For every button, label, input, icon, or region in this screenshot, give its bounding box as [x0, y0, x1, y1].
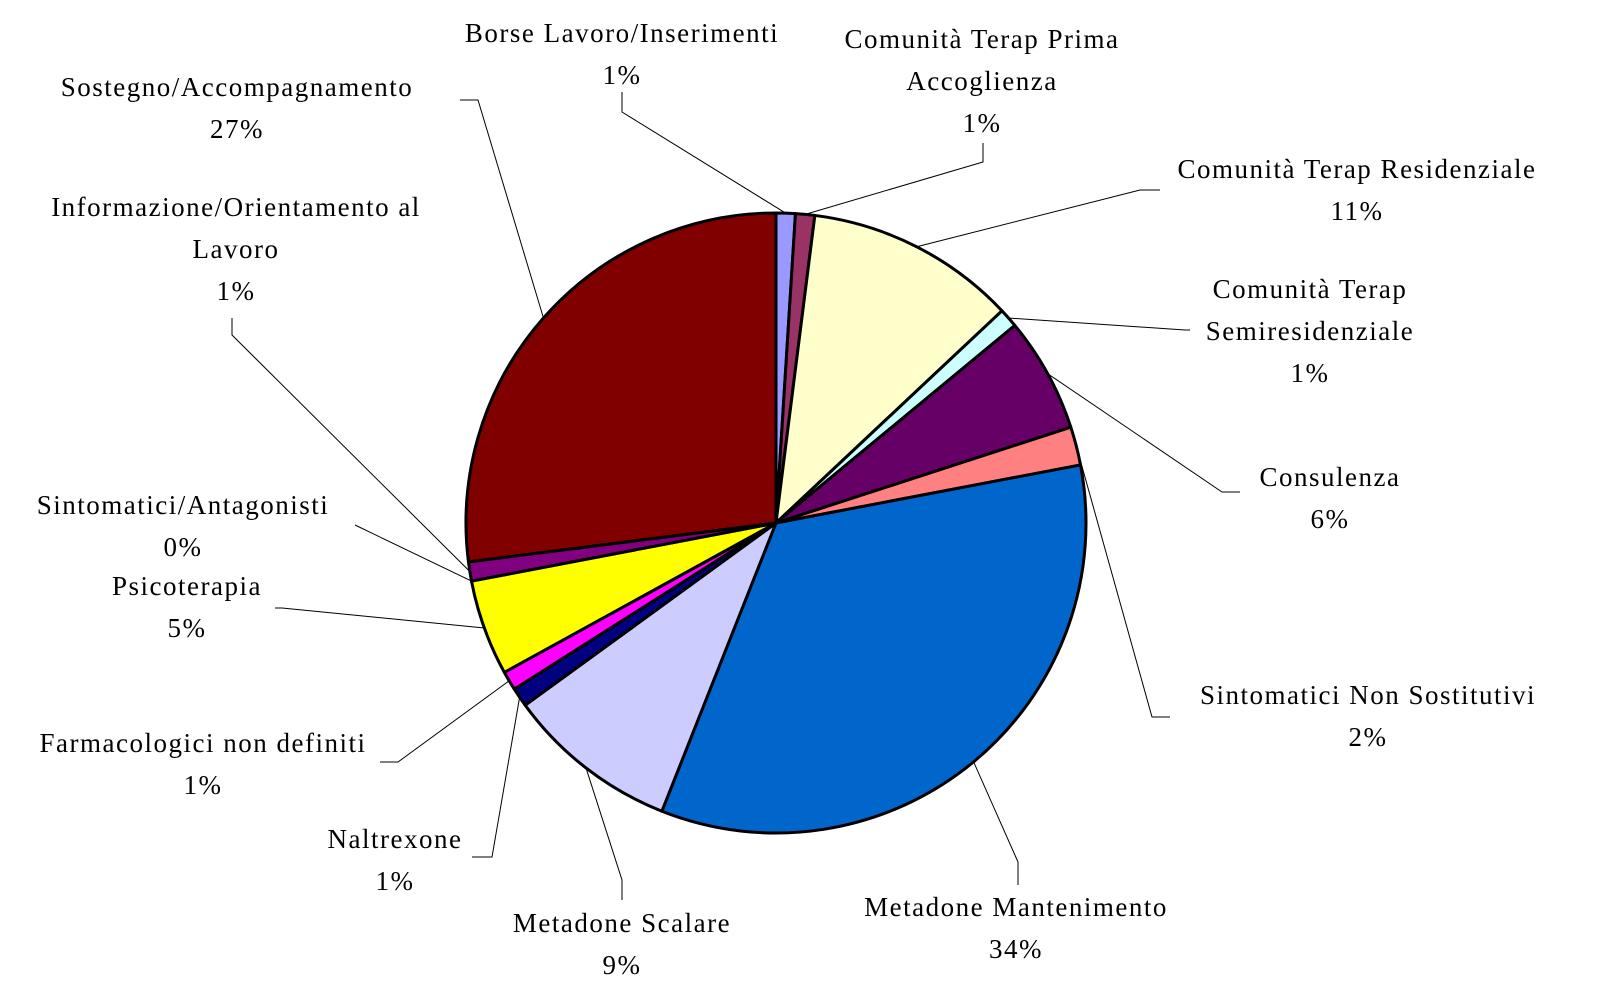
category-name: Sintomatici Non Sostitutivi [1199, 680, 1537, 710]
leader-line [973, 761, 1019, 885]
slice-label: Psicoterapia 5% [57, 565, 317, 649]
value-label: 34% [989, 934, 1043, 964]
leader-line [472, 697, 521, 858]
category-name: Informazione/Orientamento al Lavoro [51, 192, 421, 264]
leader-line [460, 99, 544, 319]
category-name: Sintomatici/Antagonisti [36, 490, 330, 520]
leader-line [275, 607, 485, 629]
leader-line [1075, 445, 1170, 718]
slice-label: Borse Lavoro/Inserimenti 1% [412, 12, 832, 96]
value-label: 6% [1310, 504, 1350, 534]
leader-line [380, 680, 510, 763]
leader-line [805, 143, 984, 215]
category-name: Sostegno/Accompagnamento [60, 72, 414, 102]
category-name: Psicoterapia [112, 571, 262, 601]
category-name: Farmacologici non definiti [39, 728, 367, 758]
slice-label: Informazione/Orientamento al Lavoro 1% [11, 186, 461, 312]
slice-label: Sintomatici/Antagonisti 0% [3, 484, 363, 568]
value-label: 0% [163, 532, 203, 562]
slice-label: Comunità Terap Semiresidenziale 1% [1175, 268, 1445, 394]
category-name: Comunità Terap Residenziale [1177, 154, 1537, 184]
leader-line [916, 189, 1160, 248]
category-name: Metadone Scalare [512, 908, 732, 938]
value-label: 2% [1348, 722, 1388, 752]
value-label: 1% [183, 770, 223, 800]
slice-label: Sostegno/Accompagnamento 27% [7, 66, 467, 150]
slice-label: Comunità Terap Prima Accoglienza 1% [812, 18, 1152, 144]
pie-slice [774, 213, 1004, 525]
slice-label: Naltrexone 1% [285, 818, 505, 902]
value-label: 1% [602, 60, 642, 90]
value-label: 5% [167, 613, 207, 643]
leader-line [585, 767, 623, 900]
value-label: 1% [375, 866, 415, 896]
value-label: 27% [210, 114, 264, 144]
category-name: Borse Lavoro/Inserimenti [464, 18, 780, 48]
value-label: 9% [602, 950, 642, 980]
category-name: Metadone Mantenimento [864, 892, 1168, 922]
category-name: Consulenza [1259, 462, 1401, 492]
category-name: Naltrexone [327, 824, 463, 854]
leader-line [621, 92, 787, 214]
value-label: 11% [1330, 196, 1384, 226]
slice-label: Metadone Scalare 9% [462, 902, 782, 986]
pie-slice [523, 521, 778, 813]
leader-line [231, 318, 471, 572]
value-label: 1% [1290, 358, 1330, 388]
slice-label: Farmacologici non definiti 1% [3, 722, 403, 806]
slice-label: Comunità Terap Residenziale 11% [1137, 148, 1577, 232]
leader-line [354, 524, 472, 582]
value-label: 1% [962, 108, 1002, 138]
pie-slice [464, 211, 778, 564]
category-name: Comunità Terap Semiresidenziale [1205, 274, 1415, 346]
category-name: Comunità Terap Prima Accoglienza [844, 24, 1120, 96]
slice-label: Metadone Mantenimento 34% [806, 886, 1226, 970]
slice-label: Sintomatici Non Sostitutivi 2% [1158, 674, 1578, 758]
leader-line [1008, 317, 1190, 331]
slice-label: Consulenza 6% [1180, 456, 1480, 540]
value-label: 1% [216, 276, 256, 306]
leader-line [1047, 373, 1240, 493]
